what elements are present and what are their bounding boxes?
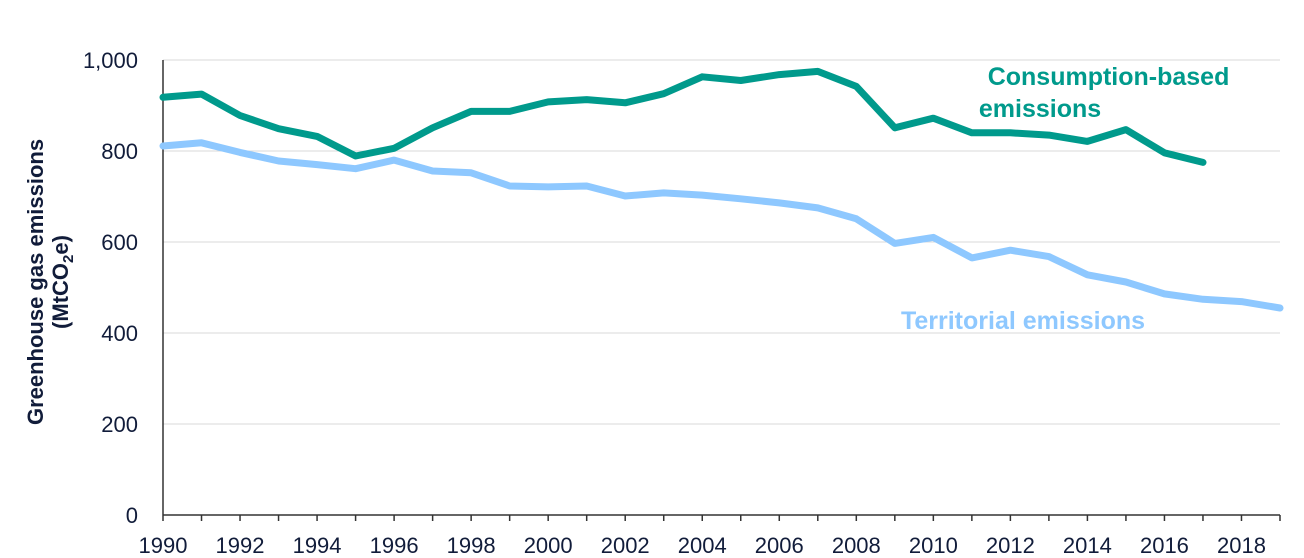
y-axis-unit-suffix: e) (48, 235, 73, 255)
y-tick-label: 800 (101, 139, 138, 164)
consumption-series-label: Consumption-based emissions (979, 63, 1236, 123)
x-tick-label: 2010 (909, 533, 958, 558)
y-tick-label: 200 (101, 412, 138, 437)
consumption-label-line-2: emissions (979, 95, 1101, 123)
gridlines (163, 59, 1280, 425)
x-tick-labels: 1990 1992 1994 1996 1998 2000 2002 2004 2006 2008… (139, 533, 1266, 558)
y-axis-label: Greenhouse gas emissions (23, 139, 48, 425)
x-tick-label: 2000 (524, 533, 573, 558)
y-axis-unit-label: (MtCO2e) (48, 235, 77, 329)
y-tick-label: 600 (101, 230, 138, 255)
series-lines (159, 67, 1284, 312)
x-tick-label: 2008 (832, 533, 881, 558)
x-tick-label: 1990 (139, 533, 188, 558)
y-tick-label: 0 (126, 503, 138, 528)
x-tick-label: 2018 (1217, 533, 1266, 558)
series-line-consumption (159, 67, 1207, 166)
y-axis-unit-subscript: 2 (60, 255, 77, 263)
x-tick-label: 2004 (678, 533, 727, 558)
y-tick-labels: 0 200 400 600 800 1,000 (83, 48, 138, 528)
y-tick-label: 1,000 (83, 48, 138, 73)
x-tick-label: 2006 (755, 533, 804, 558)
y-tick-label: 400 (101, 321, 138, 346)
x-tick-label: 1994 (293, 533, 342, 558)
x-tick-label: 1992 (216, 533, 265, 558)
x-tick-label: 1996 (370, 533, 419, 558)
x-tick-label: 1998 (447, 533, 496, 558)
x-tick-label: 2014 (1063, 533, 1112, 558)
territorial-series-label: Territorial emissions (901, 307, 1145, 335)
x-tick-label: 2012 (986, 533, 1035, 558)
series-line-territorial (159, 139, 1284, 312)
x-tick-label: 2002 (601, 533, 650, 558)
y-axis-unit-prefix: (MtCO (48, 263, 73, 329)
axes (162, 60, 1281, 521)
x-tick-label: 2016 (1140, 533, 1189, 558)
consumption-label-line-1: Consumption-based (988, 63, 1230, 91)
